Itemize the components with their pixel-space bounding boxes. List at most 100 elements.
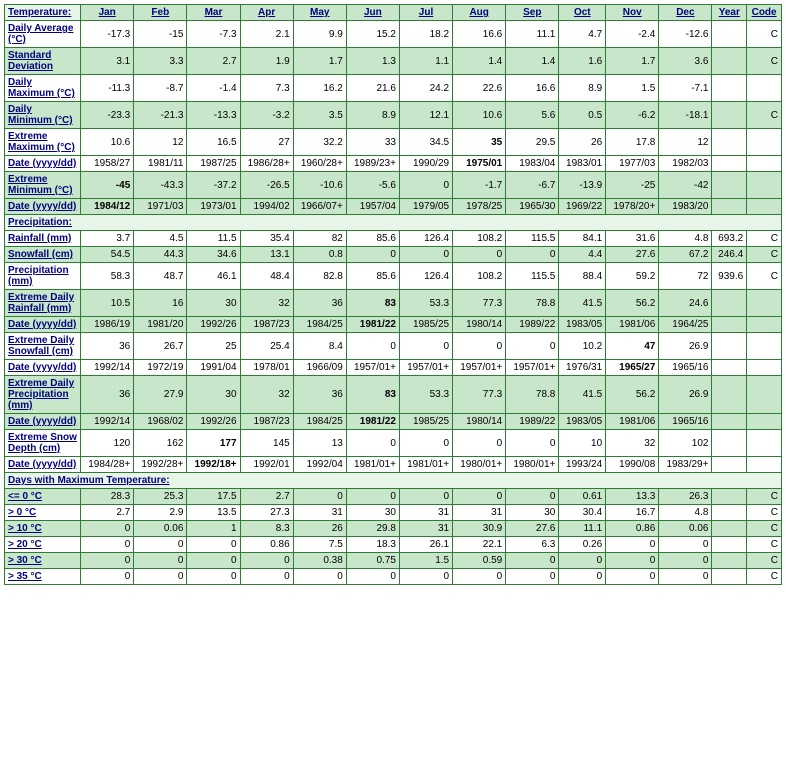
cell: 1.5 — [399, 553, 452, 569]
cell: 693.2 — [712, 231, 747, 247]
cell: 10.6 — [453, 102, 506, 129]
cell: 36 — [293, 376, 346, 414]
cell: 30.9 — [453, 521, 506, 537]
col-header-nov: Nov — [606, 5, 659, 21]
cell: 25.3 — [134, 489, 187, 505]
cell — [712, 129, 747, 156]
cell: 1958/27 — [81, 156, 134, 172]
cell: 1992/01 — [240, 457, 293, 473]
cell — [712, 430, 747, 457]
cell: 83 — [346, 290, 399, 317]
cell: 1981/01+ — [346, 457, 399, 473]
cell: 0 — [606, 553, 659, 569]
cell: 18.3 — [346, 537, 399, 553]
cell: 0 — [293, 489, 346, 505]
cell: 0 — [399, 489, 452, 505]
row-label: Extreme Snow Depth (cm) — [5, 430, 81, 457]
cell: 1.5 — [606, 75, 659, 102]
table-row: Date (yyyy/dd)1984/28+1992/28+1992/18+19… — [5, 457, 782, 473]
col-header-jan: Jan — [81, 5, 134, 21]
cell: 16.6 — [453, 21, 506, 48]
col-header-sep: Sep — [506, 5, 559, 21]
cell: 30 — [187, 290, 240, 317]
cell: 1983/04 — [506, 156, 559, 172]
cell: 13.5 — [187, 505, 240, 521]
cell: 1991/04 — [187, 360, 240, 376]
cell: 26.9 — [659, 376, 712, 414]
cell: C — [747, 247, 782, 263]
table-row: Date (yyyy/dd)1986/191981/201992/261987/… — [5, 317, 782, 333]
cell: -37.2 — [187, 172, 240, 199]
table-row: Date (yyyy/dd)1958/271981/111987/251986/… — [5, 156, 782, 172]
cell: 4.7 — [559, 21, 606, 48]
cell: 58.3 — [81, 263, 134, 290]
cell: 0 — [659, 569, 712, 585]
cell: 0 — [506, 430, 559, 457]
cell: 27.3 — [240, 505, 293, 521]
cell: 1992/26 — [187, 414, 240, 430]
cell: 1980/01+ — [506, 457, 559, 473]
cell: 16.5 — [187, 129, 240, 156]
cell: 2.7 — [187, 48, 240, 75]
table-row: Date (yyyy/dd)1992/141968/021992/261987/… — [5, 414, 782, 430]
col-header-apr: Apr — [240, 5, 293, 21]
section-maxtemp: Days with Maximum Temperature: — [5, 473, 782, 489]
cell: 31.6 — [606, 231, 659, 247]
row-label: Daily Minimum (°C) — [5, 102, 81, 129]
cell: 36 — [81, 376, 134, 414]
table-row: Extreme Daily Rainfall (mm)10.5163032368… — [5, 290, 782, 317]
cell: 18.2 — [399, 21, 452, 48]
cell: 29.5 — [506, 129, 559, 156]
cell: 1994/02 — [240, 199, 293, 215]
cell: 7.3 — [240, 75, 293, 102]
col-header-code: Code — [747, 5, 782, 21]
cell: 0 — [453, 489, 506, 505]
row-label: Extreme Minimum (°C) — [5, 172, 81, 199]
cell: 0 — [559, 553, 606, 569]
cell: 21.6 — [346, 75, 399, 102]
cell: 1957/01+ — [506, 360, 559, 376]
cell: 8.9 — [559, 75, 606, 102]
cell: 44.3 — [134, 247, 187, 263]
cell: 1981/22 — [346, 317, 399, 333]
cell: 24.6 — [659, 290, 712, 317]
cell: 11.1 — [506, 21, 559, 48]
cell: 1972/19 — [134, 360, 187, 376]
cell: 0 — [134, 569, 187, 585]
table-row: Snowfall (cm)54.544.334.613.10.800004.42… — [5, 247, 782, 263]
cell: -42 — [659, 172, 712, 199]
cell — [747, 317, 782, 333]
cell — [712, 333, 747, 360]
cell: 1957/04 — [346, 199, 399, 215]
cell: 0 — [453, 247, 506, 263]
cell: 1983/05 — [559, 414, 606, 430]
cell: 0 — [134, 553, 187, 569]
table-row: Daily Maximum (°C)-11.3-8.7-1.47.316.221… — [5, 75, 782, 102]
cell: 17.5 — [187, 489, 240, 505]
cell: 29.8 — [346, 521, 399, 537]
cell: 1992/18+ — [187, 457, 240, 473]
cell: 939.6 — [712, 263, 747, 290]
cell: 32 — [606, 430, 659, 457]
cell: 1981/11 — [134, 156, 187, 172]
cell: 2.9 — [134, 505, 187, 521]
cell — [712, 156, 747, 172]
cell: 59.2 — [606, 263, 659, 290]
cell: 1992/14 — [81, 414, 134, 430]
cell — [712, 102, 747, 129]
cell: 77.3 — [453, 290, 506, 317]
cell: 1968/02 — [134, 414, 187, 430]
cell: 1964/25 — [659, 317, 712, 333]
table-row: Extreme Maximum (°C)10.61216.52732.23334… — [5, 129, 782, 156]
cell: 2.7 — [81, 505, 134, 521]
cell: 78.8 — [506, 376, 559, 414]
cell: -45 — [81, 172, 134, 199]
cell: 72 — [659, 263, 712, 290]
table-row: Precipitation (mm)58.348.746.148.482.885… — [5, 263, 782, 290]
table-row: Date (yyyy/dd)1992/141972/191991/041978/… — [5, 360, 782, 376]
cell: 4.8 — [659, 231, 712, 247]
cell: 1985/25 — [399, 414, 452, 430]
cell: 0 — [81, 537, 134, 553]
cell: 30 — [187, 376, 240, 414]
cell: 0.61 — [559, 489, 606, 505]
